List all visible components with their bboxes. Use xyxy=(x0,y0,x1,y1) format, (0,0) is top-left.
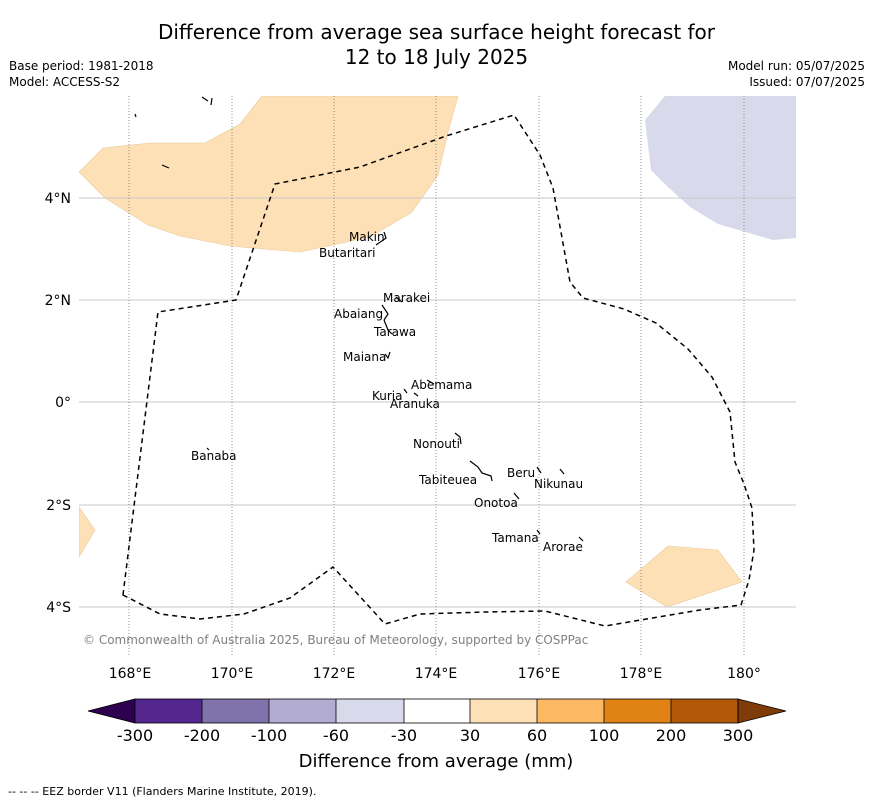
colorbar-ticks: -300 -200 -100 -60 -30 30 60 100 200 300 xyxy=(117,726,753,745)
islet-north-3 xyxy=(134,113,137,118)
lat-label-4n: 4°N xyxy=(45,191,71,207)
model-name: Model: ACCESS-S2 xyxy=(9,75,121,89)
title-line-1: Difference from average sea surface heig… xyxy=(157,20,716,44)
positive-anomaly-west xyxy=(79,506,96,558)
label-tamana: Tamana xyxy=(491,531,539,545)
chart-title: Difference from average sea surface heig… xyxy=(0,20,873,70)
label-nonouti: Nonouti xyxy=(413,437,460,451)
cb-tick-6: 30 xyxy=(460,726,480,745)
lon-grid xyxy=(128,96,745,656)
cb-tick-7: 60 xyxy=(527,726,547,745)
cb-tick-8: 100 xyxy=(589,726,620,745)
label-nikunau: Nikunau xyxy=(534,477,583,491)
lat-label-2n: 2°N xyxy=(45,293,71,309)
label-beru: Beru xyxy=(507,466,535,480)
negative-anomaly-northeast xyxy=(645,96,796,240)
island-banaba xyxy=(206,447,210,451)
island-tarawa xyxy=(383,319,393,335)
map-area: Makin Butaritari Marakei Abaiang Tarawa … xyxy=(79,96,796,656)
model-run: Model run: 05/07/2025 xyxy=(727,59,865,73)
label-arorae: Arorae xyxy=(543,540,583,554)
colorbar-segment-5 xyxy=(404,699,470,723)
issued-date: Issued: 07/07/2025 xyxy=(749,75,865,89)
cb-tick-4: -60 xyxy=(323,726,349,745)
lon-label-170e: 170°E xyxy=(211,666,254,682)
label-butaritari: Butaritari xyxy=(319,246,376,260)
colorbar-label: Difference from average (mm) xyxy=(299,751,574,772)
label-tabiteuea: Tabiteuea xyxy=(418,473,477,487)
cb-tick-10: 300 xyxy=(723,726,754,745)
lon-label-178e: 178°E xyxy=(620,666,663,682)
positive-anomaly-southeast xyxy=(625,545,743,608)
islet-north-4 xyxy=(161,164,170,169)
islet-north-2 xyxy=(210,97,213,106)
colorbar: -300 -200 -100 -60 -30 30 60 100 200 300… xyxy=(87,698,787,772)
lon-label-180: 180° xyxy=(727,666,761,682)
cb-tick-2: -200 xyxy=(184,726,220,745)
island-arorae xyxy=(578,536,584,542)
lon-label-174e: 174°E xyxy=(415,666,458,682)
island-aranuka xyxy=(413,392,419,397)
island-maiana xyxy=(384,351,391,360)
lon-label-172e: 172°E xyxy=(313,666,356,682)
meta-right: Model run: 05/07/2025 Issued: 07/07/2025 xyxy=(728,58,865,90)
island-tamana xyxy=(536,529,541,535)
lon-axis-labels: 168°E 170°E 172°E 174°E 176°E 178°E 180° xyxy=(109,666,761,682)
lat-label-2s: 2°S xyxy=(46,498,71,514)
colorbar-max-extension xyxy=(737,698,787,724)
colorbar-segment-9 xyxy=(671,699,738,723)
islet-north-1 xyxy=(201,96,209,102)
base-period: Base period: 1981-2018 xyxy=(9,59,154,73)
colorbar-segment-8 xyxy=(604,699,671,723)
lat-axis-labels: 4°N 2°N 0° 2°S 4°S xyxy=(45,191,72,616)
cb-tick-3: -100 xyxy=(251,726,287,745)
eez-border xyxy=(122,114,755,627)
label-kuria: Kuria xyxy=(372,389,403,403)
island-tabiteuea xyxy=(469,460,493,482)
label-abaiang: Abaiang xyxy=(334,307,383,321)
copyright-notice: © Commonwealth of Australia 2025, Bureau… xyxy=(83,633,588,647)
colorbar-segment-3 xyxy=(269,699,336,723)
island-nikunau xyxy=(559,468,565,475)
lat-label-eq: 0° xyxy=(55,395,71,411)
island-abaiang xyxy=(381,304,389,321)
positive-anomaly-north xyxy=(79,96,459,253)
cb-tick-9: 200 xyxy=(656,726,687,745)
meta-left: Base period: 1981-2018 Model: ACCESS-S2 xyxy=(9,58,154,90)
island-makin xyxy=(375,231,387,246)
label-tarawa: Tarawa xyxy=(373,325,416,339)
colorbar-segment-6 xyxy=(470,699,537,723)
label-marakei: Marakei xyxy=(383,291,430,305)
colorbar-segment-1 xyxy=(135,699,202,723)
island-beru xyxy=(536,466,542,474)
colorbar-segment-2 xyxy=(202,699,269,723)
label-banaba: Banaba xyxy=(191,449,237,463)
colorbar-segment-7 xyxy=(537,699,604,723)
island-abemama xyxy=(426,379,435,385)
label-maiana: Maiana xyxy=(343,350,386,364)
lat-label-4s: 4°S xyxy=(46,600,71,616)
lon-label-176e: 176°E xyxy=(518,666,561,682)
label-abemama: Abemama xyxy=(411,378,472,392)
island-marakei xyxy=(395,296,403,303)
lon-label-168e: 168°E xyxy=(109,666,152,682)
cb-tick-5: -30 xyxy=(391,726,417,745)
cb-tick-1: -300 xyxy=(117,726,153,745)
colorbar-segment-4 xyxy=(336,699,404,723)
label-aranuka: Aranuka xyxy=(390,397,440,411)
label-onotoa: Onotoa xyxy=(474,496,518,510)
island-nonouti xyxy=(454,432,462,445)
colorbar-min-extension xyxy=(87,698,136,724)
title-line-2: 12 to 18 July 2025 xyxy=(344,45,529,69)
lat-grid xyxy=(79,197,796,608)
island-kuria xyxy=(403,388,408,394)
island-shapes xyxy=(134,96,584,542)
label-makin: Makin xyxy=(349,230,385,244)
island-labels: Makin Butaritari Marakei Abaiang Tarawa … xyxy=(191,230,583,554)
island-onotoa xyxy=(513,492,520,500)
eez-footnote: -- -- -- EEZ border V11 (Flanders Marine… xyxy=(8,785,317,798)
